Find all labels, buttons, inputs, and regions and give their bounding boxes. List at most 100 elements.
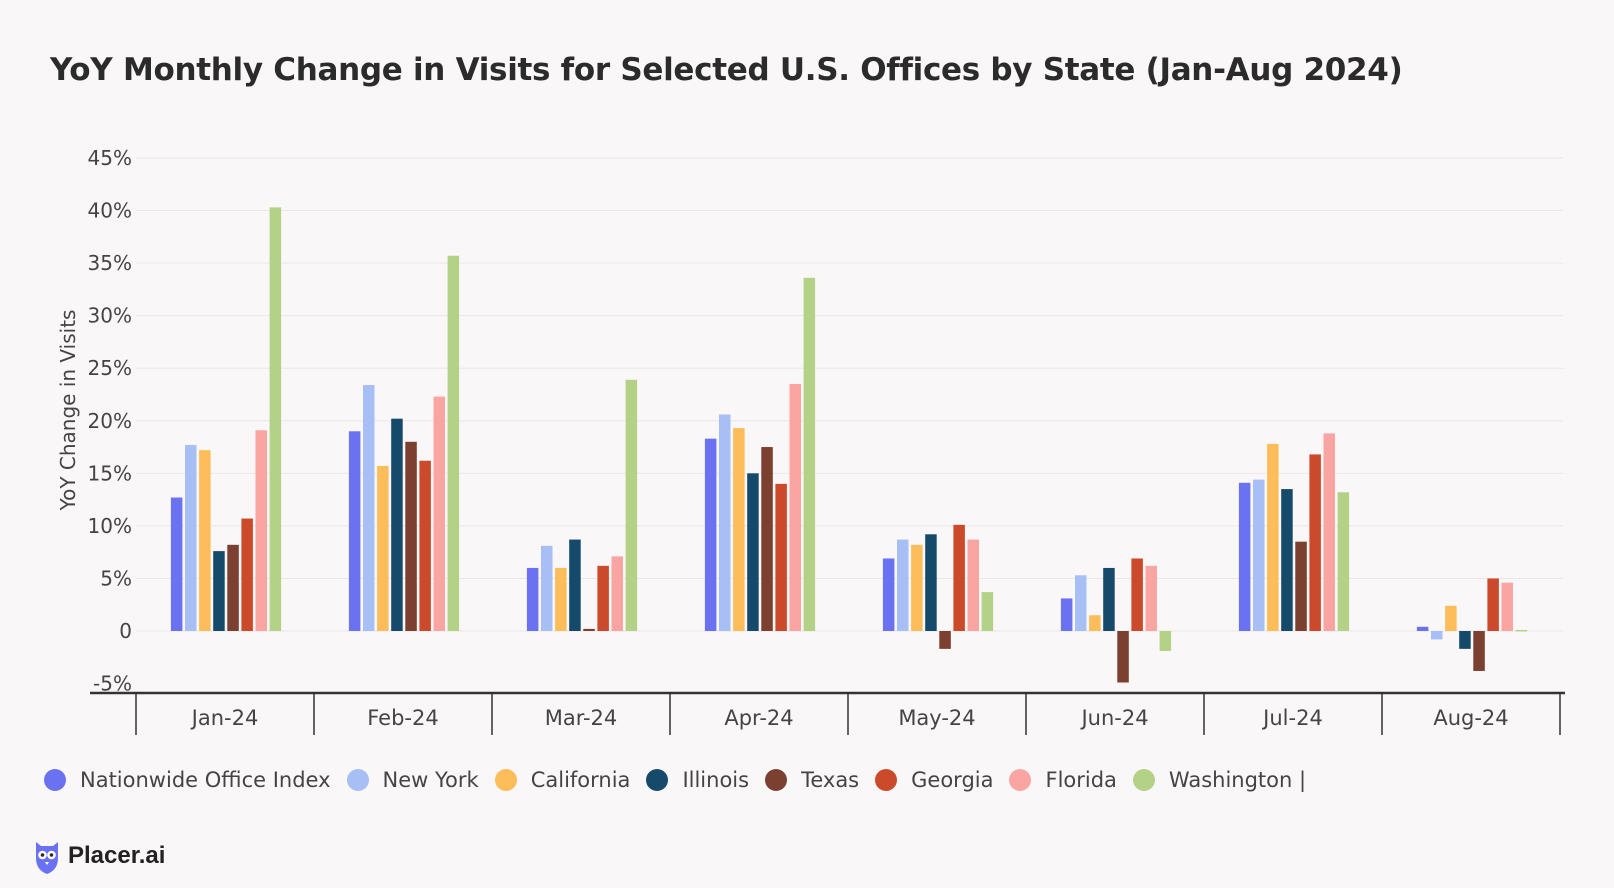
- bar: [953, 524, 965, 631]
- bar: [348, 431, 361, 631]
- brand-name: Placer.ai: [68, 842, 166, 869]
- legend-swatch: [765, 769, 788, 791]
- x-tick-label: Jun-24: [1079, 706, 1148, 730]
- chart-title: YoY Monthly Change in Visits for Selecte…: [50, 52, 1403, 88]
- bar: [405, 441, 417, 631]
- bar: [433, 396, 445, 631]
- legend-swatch: [494, 769, 517, 791]
- legend-label: Washington |: [1168, 768, 1307, 792]
- bar: [1089, 615, 1101, 631]
- bar: [625, 379, 638, 631]
- y-tick-label: -5%: [93, 672, 132, 696]
- bar: [569, 539, 581, 631]
- bar: [363, 385, 375, 631]
- legend-swatch: [875, 769, 898, 791]
- legend-item[interactable]: Nationwide Office Index: [44, 768, 331, 792]
- x-tick-label: May-24: [898, 706, 975, 730]
- bar: [1295, 541, 1307, 631]
- y-tick-label: 40%: [88, 199, 132, 223]
- bar: [761, 447, 773, 631]
- bar: [897, 539, 909, 631]
- bar: [719, 414, 731, 631]
- bar: [255, 430, 267, 631]
- legend-label: Illinois: [682, 768, 750, 792]
- y-tick-label: 35%: [88, 251, 132, 275]
- legend-label: Texas: [801, 768, 860, 792]
- legend-label: California: [530, 768, 631, 792]
- bar: [377, 465, 389, 631]
- bar: [227, 544, 239, 631]
- legend-item[interactable]: Georgia: [875, 768, 993, 792]
- y-tick-label: 45%: [88, 146, 132, 170]
- legend-swatch: [646, 769, 669, 791]
- legend-swatch: [346, 769, 369, 791]
- bar: [747, 473, 759, 631]
- bar: [597, 565, 609, 631]
- legend-label: Georgia: [911, 768, 994, 792]
- legend-swatch: [44, 769, 66, 791]
- y-tick-label: 20%: [88, 409, 132, 433]
- y-axis-label: YoY Change in Visits: [56, 310, 80, 512]
- legend-swatch: [1009, 769, 1032, 791]
- x-tick-label: Mar-24: [545, 706, 618, 730]
- bar: [241, 518, 253, 631]
- y-tick-label: 30%: [88, 304, 132, 328]
- y-tick-label: 25%: [88, 356, 132, 380]
- bar: [213, 551, 225, 631]
- legend-item[interactable]: Texas: [765, 768, 859, 792]
- legend-label: New York: [382, 768, 479, 792]
- legend-swatch: [1132, 769, 1155, 791]
- y-tick-label: 0: [119, 619, 132, 643]
- bar: [185, 444, 197, 631]
- bar: [447, 255, 460, 631]
- bar: [1253, 479, 1265, 631]
- bar: [1473, 631, 1485, 671]
- brand-logo: Placer.ai: [32, 836, 165, 876]
- bar: [555, 567, 567, 631]
- legend-item[interactable]: Illinois: [646, 768, 749, 792]
- legend-item[interactable]: Florida: [1009, 768, 1117, 792]
- legend: Nationwide Office Index New York Californi…: [44, 768, 1322, 792]
- bar: [199, 450, 211, 631]
- bar: [1267, 443, 1279, 631]
- bar: [733, 428, 745, 631]
- bar: [1323, 433, 1335, 631]
- y-tick-label: 15%: [88, 461, 132, 485]
- bar: [1159, 631, 1172, 651]
- bar: [967, 539, 979, 631]
- bar: [419, 460, 431, 631]
- bar: [391, 418, 403, 631]
- bar: [269, 207, 282, 631]
- x-tick-label: Aug-24: [1433, 706, 1508, 730]
- bar: [583, 628, 595, 631]
- legend-item[interactable]: New York: [346, 768, 479, 792]
- bar: [541, 545, 553, 631]
- bar: [704, 438, 717, 631]
- bar: [1117, 631, 1129, 683]
- x-tick-label: Apr-24: [724, 706, 793, 730]
- bar: [1075, 575, 1087, 631]
- bar: [1515, 629, 1528, 632]
- y-tick-label: 5%: [100, 566, 132, 590]
- bar: [526, 567, 539, 631]
- legend-label: Florida: [1045, 768, 1117, 792]
- bar: [1337, 492, 1350, 631]
- x-tick-label: Jul-24: [1261, 706, 1323, 730]
- bar: [1416, 626, 1429, 631]
- bar: [611, 556, 623, 631]
- x-tick-label: Feb-24: [367, 706, 438, 730]
- y-tick-label: 10%: [88, 514, 132, 538]
- bar: [1060, 598, 1073, 631]
- legend-item[interactable]: California: [494, 768, 631, 792]
- bar: [939, 631, 951, 649]
- bar: [882, 558, 895, 631]
- bar: [1487, 578, 1499, 631]
- bar: [1501, 582, 1513, 631]
- bar: [1145, 565, 1157, 631]
- bar: [1103, 567, 1115, 631]
- bar: [775, 483, 787, 631]
- legend-label: Nationwide Office Index: [80, 768, 331, 792]
- bar: [1238, 482, 1251, 631]
- legend-item[interactable]: Washington |: [1132, 768, 1307, 792]
